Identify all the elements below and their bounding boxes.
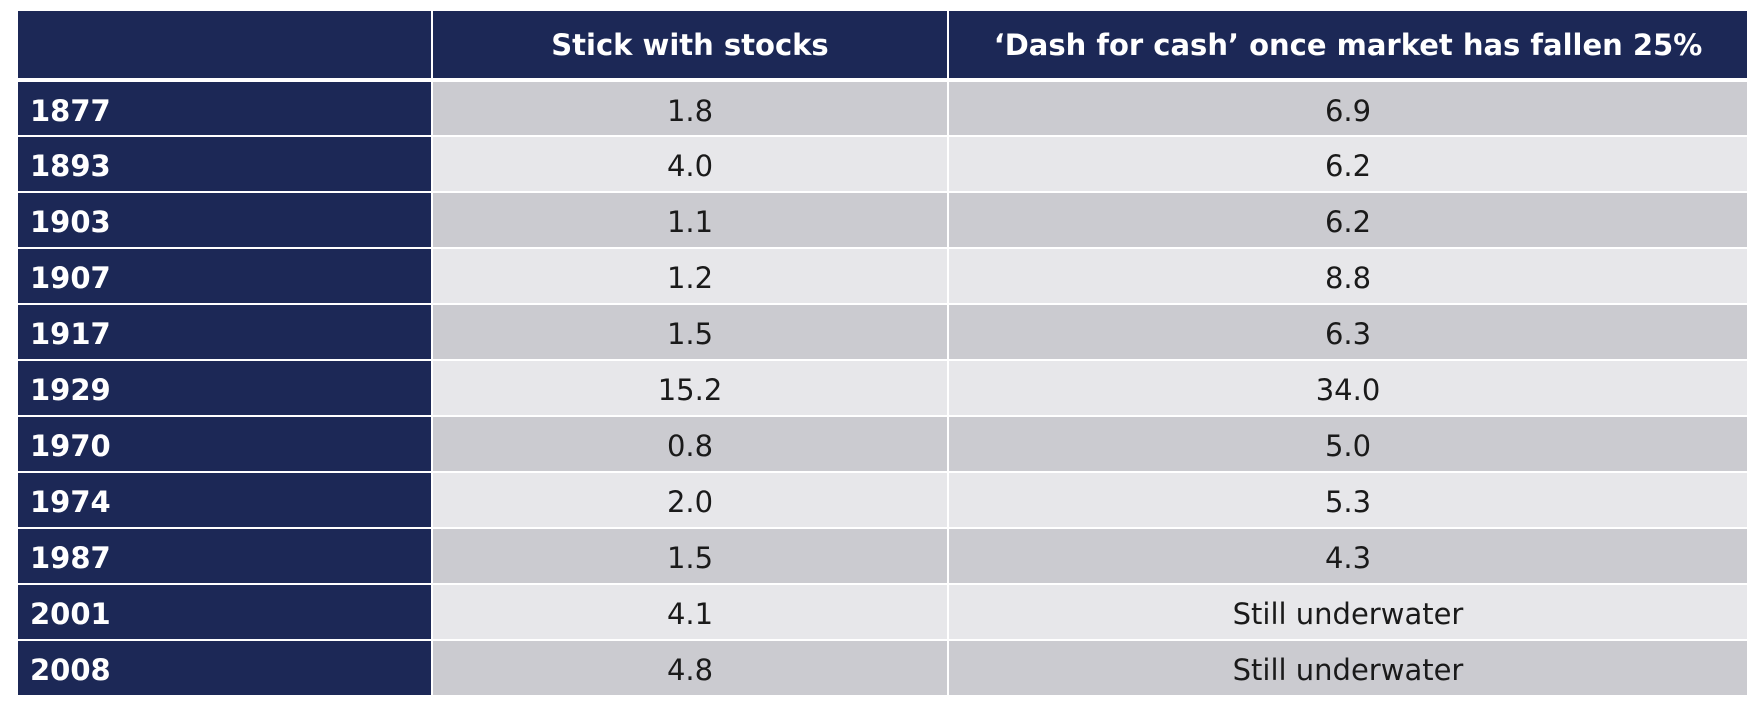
table-row: 1929 15.2 34.0 bbox=[18, 360, 1748, 417]
dash-for-cash-cell: 34.0 bbox=[948, 360, 1748, 417]
dash-for-cash-cell: 8.8 bbox=[948, 248, 1748, 305]
column-header-stick-with-stocks: Stick with stocks bbox=[432, 11, 949, 82]
row-year-cell: 1917 bbox=[18, 304, 433, 361]
stick-with-stocks-cell: 1.5 bbox=[432, 304, 949, 361]
row-year-cell: 1974 bbox=[18, 472, 433, 529]
column-header-year bbox=[18, 11, 433, 82]
table-body: 1877 1.8 6.9 1893 4.0 6.2 1903 1.1 6.2 1907 1.2 8.8… bbox=[18, 80, 1748, 697]
recovery-table: Stick with stocks ‘Dash for cash’ once m… bbox=[18, 11, 1748, 697]
stick-with-stocks-cell: 4.8 bbox=[432, 640, 949, 697]
table-row: 1903 1.1 6.2 bbox=[18, 192, 1748, 249]
table-row: 1917 1.5 6.3 bbox=[18, 304, 1748, 361]
stick-with-stocks-cell: 2.0 bbox=[432, 472, 949, 529]
dash-for-cash-cell: Still underwater bbox=[948, 584, 1748, 641]
dash-for-cash-cell: 6.2 bbox=[948, 136, 1748, 193]
row-year-cell: 1970 bbox=[18, 416, 433, 473]
row-year-cell: 1877 bbox=[18, 80, 433, 137]
table-header-row: Stick with stocks ‘Dash for cash’ once m… bbox=[18, 11, 1748, 82]
table-row: 1907 1.2 8.8 bbox=[18, 248, 1748, 305]
table-row: 1987 1.5 4.3 bbox=[18, 528, 1748, 585]
row-year-cell: 1893 bbox=[18, 136, 433, 193]
dash-for-cash-cell: 6.9 bbox=[948, 80, 1748, 137]
recovery-table-container: Stick with stocks ‘Dash for cash’ once m… bbox=[18, 11, 1748, 697]
row-year-cell: 2001 bbox=[18, 584, 433, 641]
dash-for-cash-cell: 6.2 bbox=[948, 192, 1748, 249]
row-year-cell: 1907 bbox=[18, 248, 433, 305]
column-header-dash-for-cash: ‘Dash for cash’ once market has fallen 2… bbox=[948, 11, 1748, 82]
stick-with-stocks-cell: 4.1 bbox=[432, 584, 949, 641]
stick-with-stocks-cell: 1.8 bbox=[432, 80, 949, 137]
row-year-cell: 1929 bbox=[18, 360, 433, 417]
row-year-cell: 1987 bbox=[18, 528, 433, 585]
table-row: 1974 2.0 5.3 bbox=[18, 472, 1748, 529]
stick-with-stocks-cell: 0.8 bbox=[432, 416, 949, 473]
row-year-cell: 1903 bbox=[18, 192, 433, 249]
table-row: 1893 4.0 6.2 bbox=[18, 136, 1748, 193]
table-row: 1970 0.8 5.0 bbox=[18, 416, 1748, 473]
table-row: 2008 4.8 Still underwater bbox=[18, 640, 1748, 697]
dash-for-cash-cell: 6.3 bbox=[948, 304, 1748, 361]
stick-with-stocks-cell: 1.2 bbox=[432, 248, 949, 305]
row-year-cell: 2008 bbox=[18, 640, 433, 697]
dash-for-cash-cell: 5.0 bbox=[948, 416, 1748, 473]
table-row: 1877 1.8 6.9 bbox=[18, 80, 1748, 137]
dash-for-cash-cell: 4.3 bbox=[948, 528, 1748, 585]
dash-for-cash-cell: 5.3 bbox=[948, 472, 1748, 529]
stick-with-stocks-cell: 1.5 bbox=[432, 528, 949, 585]
stick-with-stocks-cell: 4.0 bbox=[432, 136, 949, 193]
table-row: 2001 4.1 Still underwater bbox=[18, 584, 1748, 641]
stick-with-stocks-cell: 1.1 bbox=[432, 192, 949, 249]
dash-for-cash-cell: Still underwater bbox=[948, 640, 1748, 697]
stick-with-stocks-cell: 15.2 bbox=[432, 360, 949, 417]
